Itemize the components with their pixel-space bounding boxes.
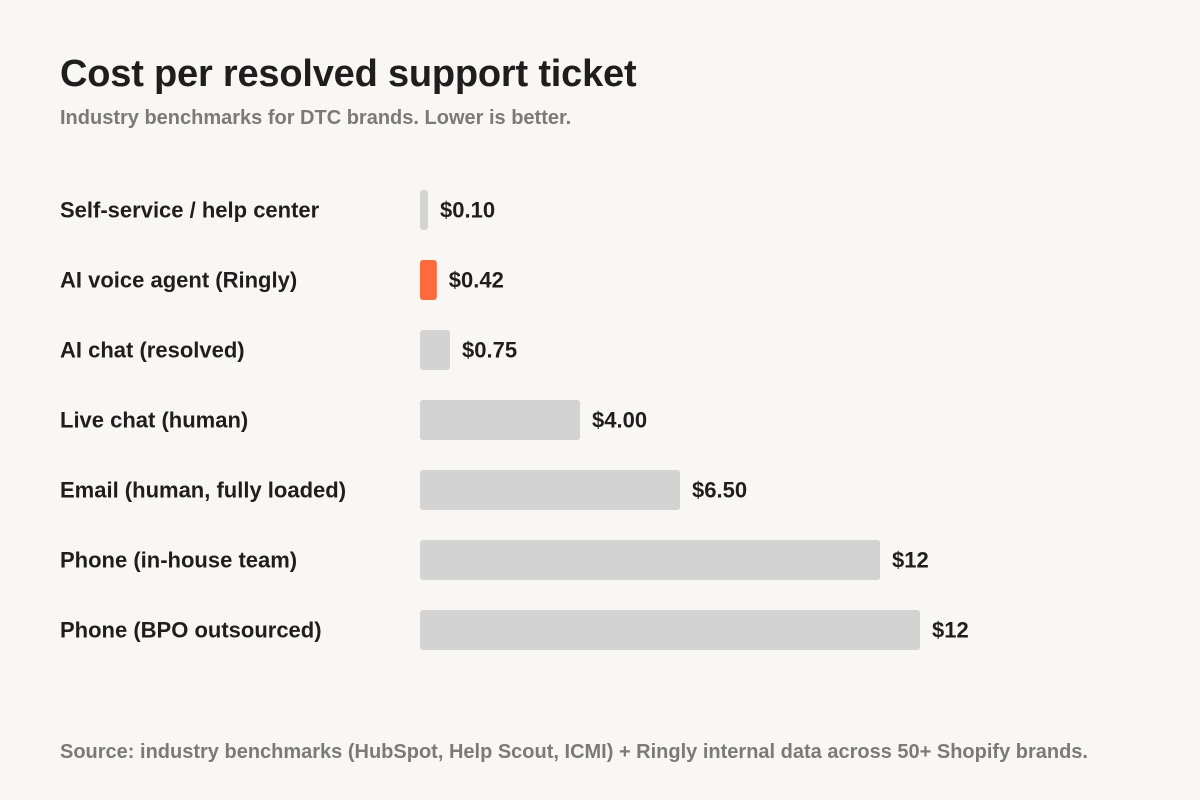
category-label: Self-service / help center [60,198,320,223]
bar [420,540,880,580]
bar [420,400,580,440]
bar [420,610,920,650]
category-label: AI voice agent (Ringly) [60,268,297,293]
chart-subtitle: Industry benchmarks for DTC brands. Lowe… [60,107,572,129]
value-label: $0.75 [462,338,517,363]
value-label: $0.42 [449,268,504,293]
bar [420,470,680,510]
category-label: Live chat (human) [60,408,248,433]
category-label: Phone (in-house team) [60,548,297,573]
source-note: Source: industry benchmarks (HubSpot, He… [60,741,1088,763]
category-label: Phone (BPO outsourced) [60,618,322,643]
value-label: $4.00 [592,408,647,433]
bar [420,330,450,370]
value-label: $12 [892,548,929,573]
category-label: Email (human, fully loaded) [60,478,346,503]
chart-title: Cost per resolved support ticket [60,53,637,95]
bar-highlight [420,260,437,300]
value-label: $0.10 [440,198,495,223]
value-label: $6.50 [692,478,747,503]
value-label: $12 [932,618,969,643]
bar [420,190,428,230]
category-label: AI chat (resolved) [60,338,245,363]
